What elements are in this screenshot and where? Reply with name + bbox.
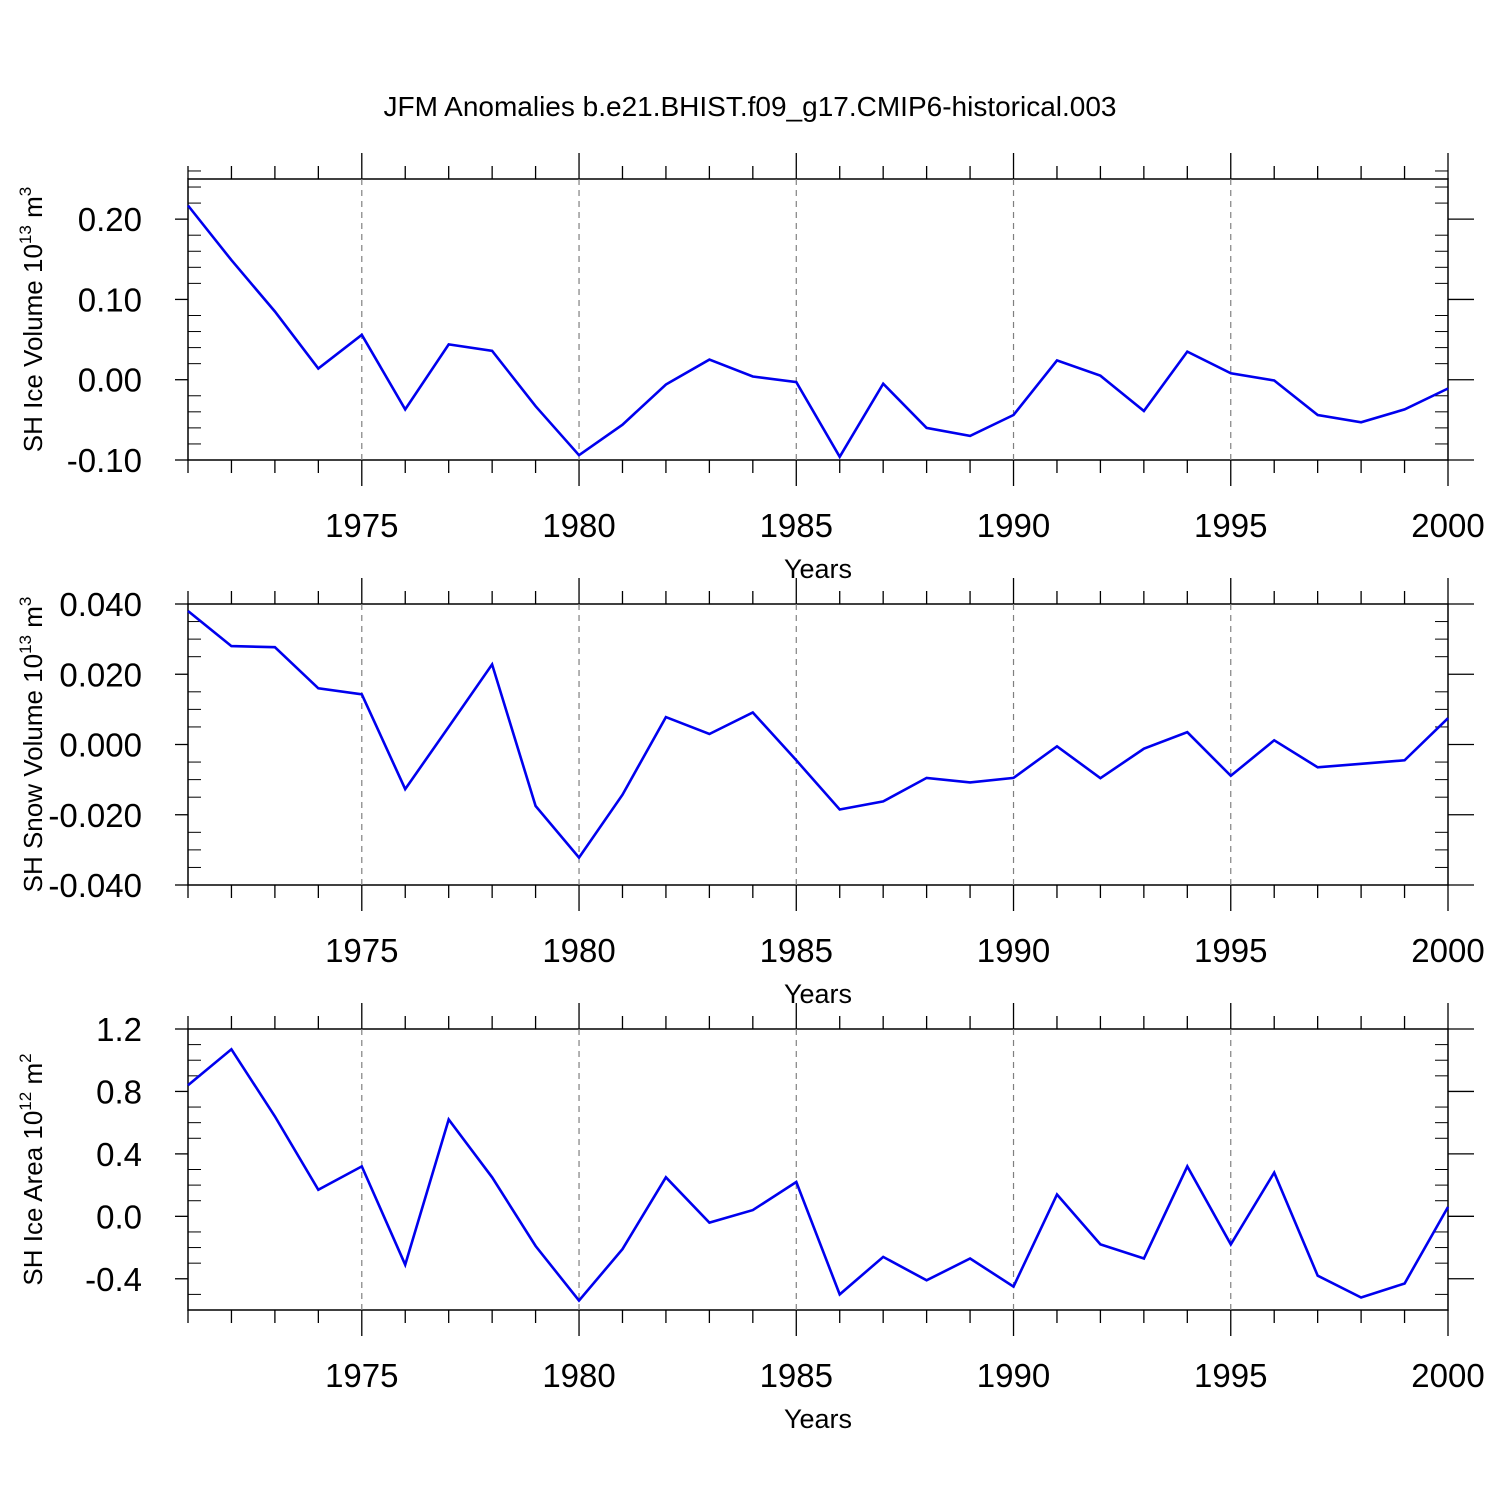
x-axis-title: Years <box>784 1404 852 1434</box>
y-tick-label: 0.040 <box>59 586 142 623</box>
x-axis-title: Years <box>784 979 852 1009</box>
y-tick-labels: -0.4 0.0 0.4 0.8 1.2 <box>85 1011 142 1298</box>
axis-ticks <box>175 1003 1474 1336</box>
x-grid-lines <box>361 179 1232 460</box>
x-tick-label: 1975 <box>325 932 398 969</box>
x-tick-labels: 1975 1980 1985 1990 1995 2000 <box>325 507 1485 544</box>
x-grid-lines <box>361 1029 1232 1310</box>
y-tick-label: -0.4 <box>85 1261 142 1298</box>
axis-ticks <box>175 153 1474 486</box>
x-tick-label: 1995 <box>1194 1357 1267 1394</box>
y-tick-label: 0.4 <box>96 1136 142 1173</box>
y-axis-title-exponent: 13 <box>16 635 35 654</box>
x-tick-label: 1995 <box>1194 932 1267 969</box>
series-layer <box>186 204 1449 460</box>
y-tick-label: 0.000 <box>59 727 142 764</box>
x-tick-label: 2000 <box>1411 1357 1484 1394</box>
x-tick-label: 2000 <box>1411 507 1484 544</box>
y-axis-title-unit: m <box>18 606 48 635</box>
x-tick-label: 1980 <box>542 1357 615 1394</box>
y-tick-label: 0.00 <box>78 362 142 399</box>
panel-ice-volume: 1975 1980 1985 1990 1995 2000 -0.10 0.00… <box>16 153 1485 584</box>
series-layer <box>187 1047 1450 1303</box>
y-axis-title-exponent: 12 <box>16 1092 35 1111</box>
y-axis-title-exponent: 13 <box>16 225 35 244</box>
x-grid-lines <box>361 604 1232 885</box>
x-tick-labels: 1975 1980 1985 1990 1995 2000 <box>325 932 1485 969</box>
plot-frame <box>187 178 1449 461</box>
y-axis-title-text: SH Ice Volume 10 <box>18 244 48 452</box>
y-axis-title-unit-exponent: 3 <box>16 597 35 606</box>
panel-ice-area: 1975 1980 1985 1990 1995 2000 -0.4 0.0 0… <box>16 1003 1485 1434</box>
x-tick-label: 1975 <box>325 1357 398 1394</box>
y-axis-title-text: SH Ice Area 10 <box>18 1111 48 1286</box>
x-tick-label: 1985 <box>760 507 833 544</box>
panel-snow-volume: 1975 1980 1985 1990 1995 2000 -0.040 -0.… <box>16 578 1485 1009</box>
y-axis-title-unit: m <box>18 1063 48 1092</box>
x-tick-label: 1995 <box>1194 507 1267 544</box>
y-tick-label: 0.020 <box>59 656 142 693</box>
x-tick-label: 1990 <box>977 932 1050 969</box>
y-tick-label: 0.8 <box>96 1073 142 1110</box>
y-axis-title: SH Ice Area 1012 m2 <box>16 1053 48 1285</box>
x-tick-label: 1990 <box>977 507 1050 544</box>
y-tick-label: 0.10 <box>78 281 142 318</box>
x-tick-label: 1985 <box>760 932 833 969</box>
y-axis-title-unit: m <box>18 196 48 225</box>
y-axis-title: SH Snow Volume 1013 m3 <box>16 597 48 893</box>
y-axis-title-text: SH Snow Volume 10 <box>18 654 48 892</box>
y-axis-title-unit-exponent: 2 <box>16 1053 35 1062</box>
x-tick-labels: 1975 1980 1985 1990 1995 2000 <box>325 1357 1485 1394</box>
series-line <box>187 609 1449 860</box>
x-axis-title: Years <box>784 554 852 584</box>
y-tick-label: 0.0 <box>96 1198 142 1235</box>
y-axis-title-unit-exponent: 3 <box>16 187 35 196</box>
plot-frame <box>187 603 1449 886</box>
plot-frame <box>187 1028 1449 1311</box>
series-layer <box>187 609 1449 860</box>
y-tick-labels: -0.040 -0.020 0.000 0.020 0.040 <box>48 586 142 904</box>
y-axis-title: SH Ice Volume 1013 m3 <box>16 187 48 452</box>
x-tick-label: 1990 <box>977 1357 1050 1394</box>
x-tick-label: 1980 <box>542 507 615 544</box>
page-title: JFM Anomalies b.e21.BHIST.f09_g17.CMIP6-… <box>383 91 1116 122</box>
y-tick-label: -0.040 <box>48 867 142 904</box>
series-line <box>186 204 1449 460</box>
x-tick-label: 1980 <box>542 932 615 969</box>
y-tick-label: 0.20 <box>78 201 142 238</box>
x-tick-label: 1985 <box>760 1357 833 1394</box>
axis-ticks <box>175 578 1474 911</box>
x-tick-label: 2000 <box>1411 932 1484 969</box>
y-tick-label: -0.020 <box>48 797 142 834</box>
y-tick-label: 1.2 <box>96 1011 142 1048</box>
series-line <box>187 1047 1450 1303</box>
y-tick-label: -0.10 <box>67 442 142 479</box>
x-tick-label: 1975 <box>325 507 398 544</box>
y-tick-labels: -0.10 0.00 0.10 0.20 <box>67 201 142 479</box>
